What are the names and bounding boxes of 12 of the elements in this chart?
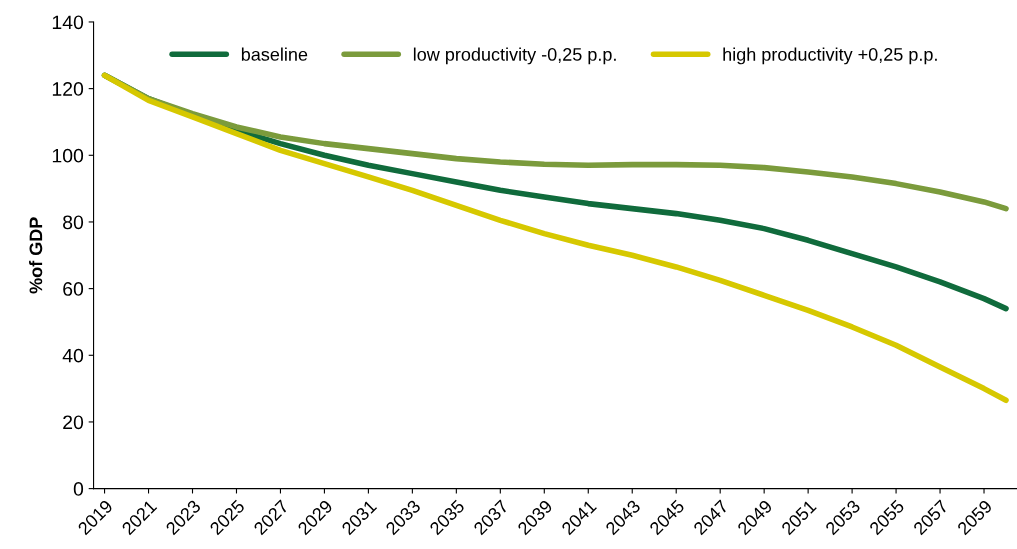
y-tick-label: 120: [52, 82, 84, 96]
y-tick-label: 0: [73, 482, 84, 496]
y-tick-label: 60: [63, 282, 84, 296]
y-tick-label: 20: [63, 415, 84, 430]
y-tick-label: 140: [52, 15, 84, 30]
y-axis-title: %of GDP: [29, 217, 43, 294]
legend-label: baseline: [241, 47, 308, 61]
legend-label: high productivity +0,25 p.p.: [723, 47, 937, 65]
legend-label: low productivity -0,25 p.p.: [413, 47, 616, 65]
y-tick-label: 100: [52, 148, 84, 163]
y-tick-label: 80: [63, 215, 84, 230]
y-tick-label: 40: [62, 348, 84, 363]
